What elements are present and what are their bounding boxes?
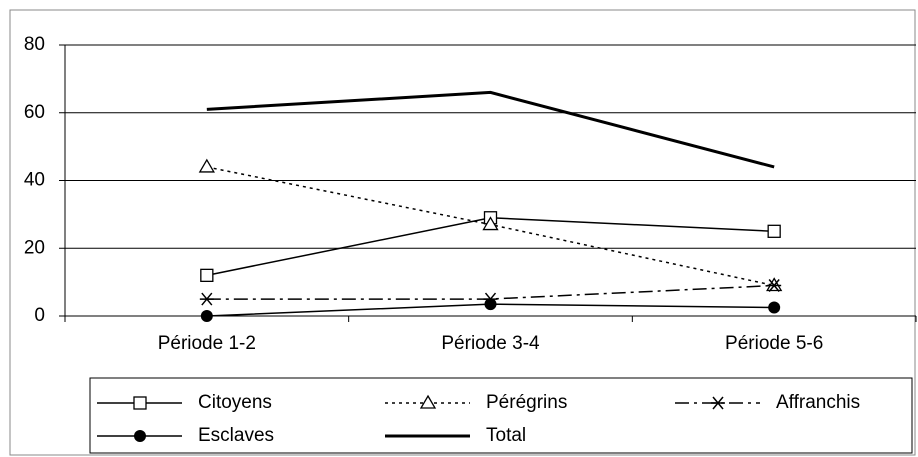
marker: [200, 268, 214, 283]
legend-label: Total: [486, 425, 526, 446]
marker: [134, 430, 146, 442]
y-tick-label: 60: [24, 102, 45, 123]
y-tick-label: 20: [24, 237, 45, 258]
legend-label: Citoyens: [198, 392, 272, 413]
marker: [767, 224, 781, 238]
marker: [482, 216, 499, 231]
marker: [711, 396, 725, 410]
y-tick-label: 40: [24, 170, 45, 191]
series-line: [206, 90, 775, 169]
marker: [133, 396, 147, 410]
legend-label: Esclaves: [198, 425, 274, 446]
marker: [198, 158, 215, 173]
marker: [419, 394, 437, 409]
x-tick-label: Période 1-2: [158, 333, 256, 354]
x-tick-label: Période 3-4: [441, 333, 540, 354]
marker: [200, 310, 213, 322]
legend-label: Affranchis: [776, 392, 860, 413]
legend-box: [89, 377, 913, 454]
legend-label: Pérégrins: [486, 392, 567, 413]
y-tick-label: 80: [24, 34, 45, 55]
marker: [484, 298, 497, 311]
marker: [768, 301, 781, 314]
marker: [767, 279, 782, 292]
chart-frame: [9, 9, 916, 456]
x-tick-label: Période 5-6: [725, 333, 823, 354]
marker: [199, 292, 214, 306]
y-tick-label: 0: [34, 305, 45, 326]
series-line: [206, 284, 775, 300]
